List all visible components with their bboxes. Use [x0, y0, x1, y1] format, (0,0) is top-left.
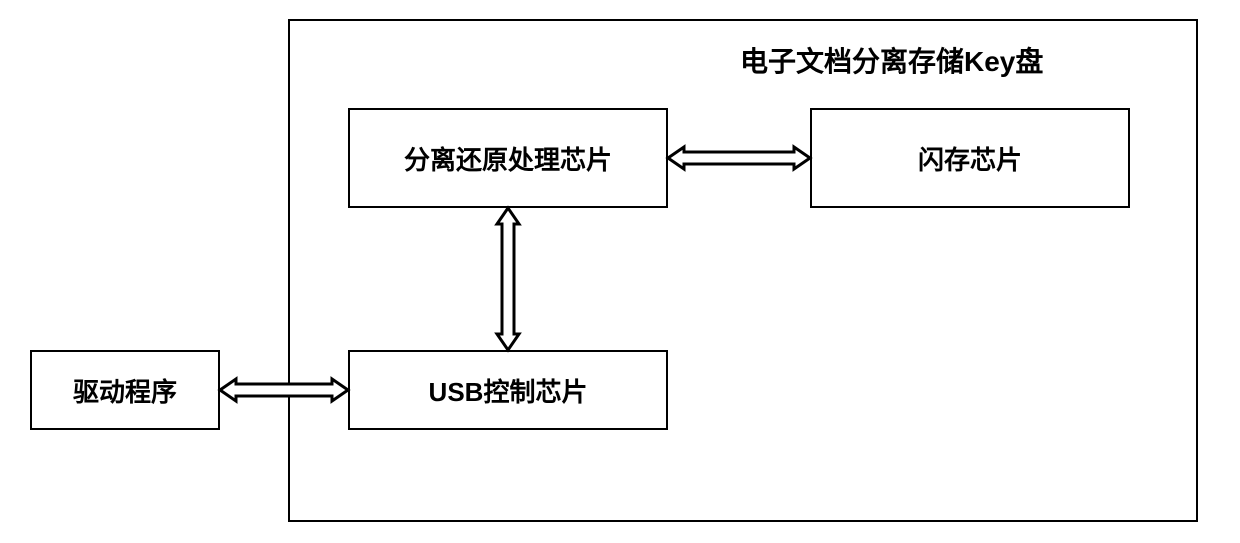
node-processing-chip-label: 分离还原处理芯片	[404, 140, 612, 177]
node-usb-controller: USB控制芯片	[348, 350, 668, 430]
node-processing-chip: 分离还原处理芯片	[348, 108, 668, 208]
arrow-driver-usb	[220, 376, 348, 404]
node-usb-controller-label: USB控制芯片	[429, 372, 588, 409]
node-driver: 驱动程序	[30, 350, 220, 430]
node-flash-chip-label: 闪存芯片	[918, 140, 1022, 177]
container-title: 电子文档分离存储Key盘	[740, 40, 1043, 80]
key-disk-container	[288, 19, 1198, 522]
arrow-proc-usb	[494, 208, 522, 350]
arrow-proc-flash	[668, 144, 810, 172]
node-driver-label: 驱动程序	[73, 372, 177, 409]
diagram-canvas: 电子文档分离存储Key盘 驱动程序 分离还原处理芯片 闪存芯片 USB控制芯片	[0, 0, 1240, 543]
node-flash-chip: 闪存芯片	[810, 108, 1130, 208]
